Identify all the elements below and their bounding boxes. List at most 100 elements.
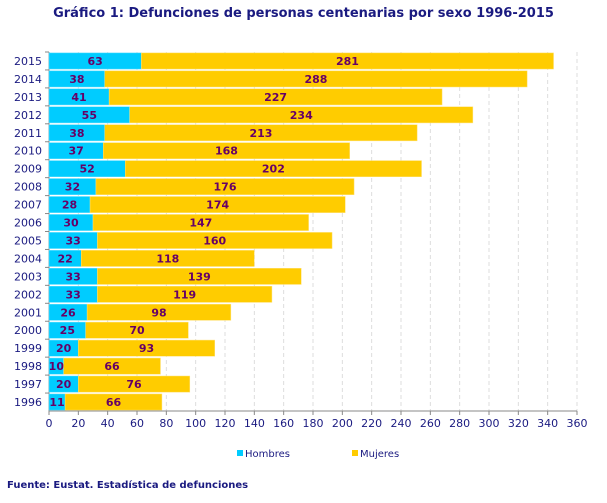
data-label: 33: [66, 234, 81, 247]
legend-label-hombres: Hombres: [245, 449, 290, 460]
x-tick-label: 340: [537, 417, 558, 430]
bar-mujeres: [125, 160, 422, 178]
data-label: 176: [214, 181, 237, 194]
y-tick-label: 2011: [14, 127, 42, 140]
data-label: 33: [66, 270, 81, 283]
bar-mujeres: [97, 268, 302, 285]
y-tick-label: 2005: [14, 234, 42, 247]
data-label: 38: [69, 127, 84, 140]
data-label: 11: [49, 396, 64, 409]
y-tick-label: 2000: [14, 324, 42, 337]
bar-mujeres: [108, 88, 443, 106]
y-tick-label: 2015: [14, 55, 42, 68]
x-tick-label: 40: [101, 417, 115, 430]
y-tick-label: 2003: [14, 270, 42, 283]
data-label: 30: [63, 217, 79, 230]
data-label: 202: [262, 163, 285, 176]
bar-mujeres: [81, 250, 255, 267]
y-tick-label: 2009: [14, 163, 42, 176]
data-label: 213: [249, 127, 272, 140]
data-label: 98: [151, 306, 166, 319]
bar-mujeres: [104, 124, 418, 142]
bar-mujeres: [97, 232, 333, 249]
x-tick-label: 280: [449, 417, 470, 430]
bar-mujeres: [85, 321, 189, 339]
data-label: 93: [139, 342, 154, 355]
data-label: 20: [56, 342, 72, 355]
x-tick-label: 140: [244, 417, 265, 430]
y-tick-label: 2002: [14, 288, 42, 301]
data-label: 28: [62, 199, 77, 212]
y-tick-label: 2006: [14, 217, 42, 230]
chart-title: Gráfico 1: Defunciones de personas cente…: [53, 6, 554, 21]
x-tick-label: 20: [71, 417, 85, 430]
data-label: 168: [215, 145, 238, 158]
y-tick-label: 1999: [14, 342, 42, 355]
y-tick-label: 2014: [14, 73, 42, 86]
data-label: 119: [173, 288, 196, 301]
data-label: 76: [126, 378, 142, 391]
data-label: 139: [188, 270, 211, 283]
x-tick-label: 160: [273, 417, 294, 430]
data-label: 281: [336, 55, 359, 68]
x-tick-label: 180: [303, 417, 324, 430]
x-tick-label: 360: [567, 417, 588, 430]
bar-mujeres: [95, 178, 355, 195]
x-tick-label: 260: [420, 417, 441, 430]
data-label: 26: [60, 306, 76, 319]
bar-mujeres: [97, 285, 273, 303]
data-label: 25: [60, 324, 75, 337]
bar-mujeres: [92, 214, 309, 231]
x-tick-label: 0: [46, 417, 53, 430]
y-tick-label: 2013: [14, 91, 42, 104]
data-label: 174: [206, 199, 229, 212]
data-label: 63: [88, 55, 103, 68]
bar-mujeres: [78, 339, 215, 357]
legend-label-mujeres: Mujeres: [360, 449, 399, 460]
data-label: 22: [57, 252, 72, 265]
data-label: 147: [189, 217, 212, 230]
x-tick-label: 100: [185, 417, 206, 430]
x-tick-label: 220: [361, 417, 382, 430]
data-label: 38: [69, 73, 84, 86]
data-label: 41: [71, 91, 86, 104]
data-label: 227: [264, 91, 287, 104]
data-label: 37: [68, 145, 83, 158]
x-tick-label: 60: [130, 417, 144, 430]
data-label: 70: [129, 324, 145, 337]
data-label: 32: [65, 181, 80, 194]
data-label: 33: [66, 288, 81, 301]
data-label: 160: [203, 234, 226, 247]
x-tick-label: 300: [479, 417, 500, 430]
y-tick-label: 1998: [14, 360, 42, 373]
y-tick-label: 2001: [14, 306, 42, 319]
data-label: 234: [290, 109, 313, 122]
y-tick-label: 2008: [14, 181, 42, 194]
data-label: 66: [106, 396, 122, 409]
source-note: Fuente: Eustat. Estadística de defuncion…: [7, 480, 249, 491]
data-label: 55: [82, 109, 97, 122]
bar-mujeres: [78, 375, 191, 393]
x-tick-label: 320: [508, 417, 529, 430]
data-label: 66: [104, 360, 120, 373]
x-tick-label: 120: [215, 417, 236, 430]
y-tick-label: 2007: [14, 199, 42, 212]
legend-swatch-hombres: [237, 450, 243, 456]
x-tick-label: 80: [159, 417, 173, 430]
y-tick-label: 1996: [14, 396, 42, 409]
bar-mujeres: [63, 357, 161, 375]
legend-swatch-mujeres: [352, 450, 358, 456]
data-label: 20: [56, 378, 72, 391]
y-tick-label: 2004: [14, 252, 42, 265]
x-tick-label: 240: [391, 417, 412, 430]
y-tick-label: 2012: [14, 109, 42, 122]
bar-mujeres: [89, 196, 346, 213]
y-tick-label: 1997: [14, 378, 42, 391]
data-label: 118: [156, 252, 179, 265]
bar-mujeres: [104, 70, 528, 88]
bar-mujeres: [129, 106, 474, 124]
data-label: 52: [79, 163, 94, 176]
bar-mujeres: [86, 303, 232, 321]
x-tick-label: 200: [332, 417, 353, 430]
